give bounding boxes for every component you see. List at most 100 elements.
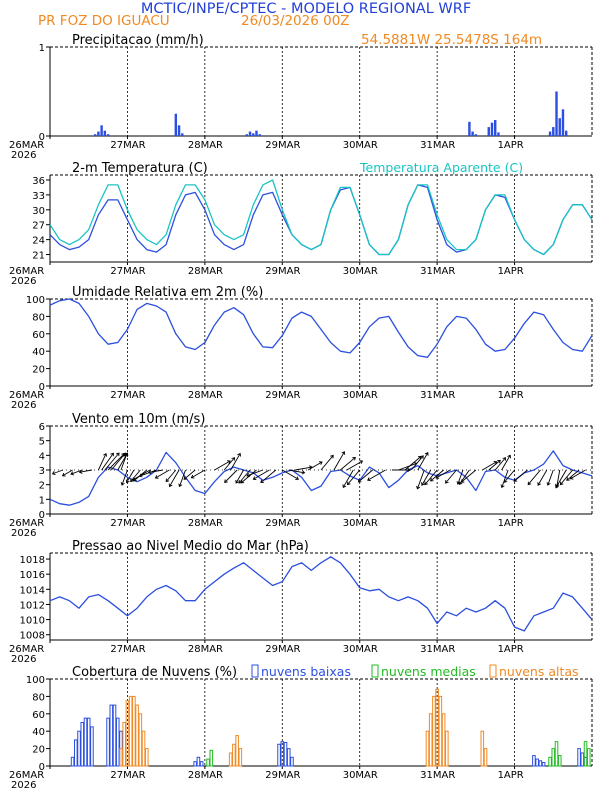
wind-barb-head xyxy=(165,478,170,483)
precip-bar xyxy=(174,113,178,136)
cloud-bar-nuvens-baixas xyxy=(74,739,78,767)
precip-bar xyxy=(100,125,103,136)
pressure-x-tick-year: 2026 xyxy=(11,654,36,665)
wind-barb xyxy=(130,469,141,482)
precip-y-tick-label: 0 xyxy=(39,132,45,143)
precip-x-tick-label: 29MAR xyxy=(265,140,300,151)
wind-barb xyxy=(333,451,345,471)
wind-barb-head xyxy=(138,473,143,478)
wind-x-tick-label: 26MAR xyxy=(9,518,44,529)
cloud-bar-nuvens-baixas xyxy=(86,717,91,767)
clouds-x-tick-year: 2026 xyxy=(11,780,36,791)
rh-y-tick-label: 20 xyxy=(32,365,45,376)
clouds-x-tick-label: 26MAR xyxy=(9,770,44,781)
cloud-legend-nuvens-medias: nuvens medias xyxy=(371,664,476,679)
cloud-bar-nuvens-altas xyxy=(232,743,236,767)
cloud-bar-nuvens-baixas xyxy=(535,758,539,767)
pressure-y-tick-label: 1018 xyxy=(20,555,45,566)
cloud-bar-nuvens-altas xyxy=(119,748,123,767)
location-label: PR FOZ DO IGUACU xyxy=(38,13,170,29)
precip-y-tick-label: 1 xyxy=(39,43,45,54)
wind-barb-head xyxy=(301,470,306,475)
wind-barb xyxy=(214,460,231,471)
wind-barb-head xyxy=(421,482,425,486)
cloud-bar-nuvens-baixas xyxy=(77,730,81,767)
precip-bar xyxy=(558,118,561,136)
wind-barb-head xyxy=(359,460,364,464)
temp-y-tick-label: 33 xyxy=(32,191,45,202)
wind-barb-head xyxy=(342,484,347,488)
wind-barb xyxy=(110,452,126,471)
cloud-bar-nuvens-baixas xyxy=(290,756,294,767)
wind-barb xyxy=(235,469,244,484)
wind-title: Vento em 10m (m/s) xyxy=(72,412,205,427)
wind-y-tick-label: 5 xyxy=(39,437,45,448)
wind-barb-head xyxy=(367,477,371,482)
wind-barb-head xyxy=(318,461,323,465)
precip-bar xyxy=(181,133,184,136)
pressure-y-tick-label: 1008 xyxy=(20,631,45,642)
run-date: 26/03/2026 00Z xyxy=(241,13,350,29)
wind-barb xyxy=(457,469,464,485)
cloud-bar-nuvens-altas xyxy=(480,730,485,767)
clouds-y-tick-label: 0 xyxy=(39,762,45,773)
wind-x-tick-label: 27MAR xyxy=(110,518,145,529)
cloud-bar-nuvens-medias xyxy=(554,741,559,767)
wind-barb-head xyxy=(537,482,541,486)
wind-barb-head xyxy=(154,475,159,479)
rh-y-tick-label: 100 xyxy=(26,295,45,306)
wind-barb-head xyxy=(430,477,434,482)
wind-barb-head xyxy=(246,473,250,478)
pressure-x-tick-label: 31MAR xyxy=(420,644,455,655)
wind-barb xyxy=(547,469,554,486)
temp-x-tick-label: 29MAR xyxy=(265,266,300,277)
wind-barb xyxy=(183,469,196,480)
wind-barb xyxy=(288,469,305,474)
legend-label: nuvens altas xyxy=(499,664,579,679)
precip-bar xyxy=(252,133,255,136)
wind-barb-head xyxy=(130,478,134,483)
header: MCTIC/INPE/CPTEC - MODELO REGIONAL WRF P… xyxy=(38,1,542,48)
wind-barb xyxy=(230,453,241,471)
rh-x-tick-label: 26MAR xyxy=(9,390,44,401)
temp-y-tick-label: 27 xyxy=(32,221,45,232)
wind-barb-head xyxy=(252,476,257,481)
pressure-x-tick-label: 28MAR xyxy=(188,644,223,655)
cloud-bar-nuvens-baixas xyxy=(109,704,114,767)
precip-bar xyxy=(97,131,100,136)
wind-barb xyxy=(169,469,180,487)
cloud-bar-nuvens-baixas xyxy=(541,762,546,767)
wind-barb xyxy=(488,460,501,471)
rh-y-tick-label: 60 xyxy=(32,330,45,341)
wind-y-tick-label: 3 xyxy=(39,466,45,477)
cloud-bar-nuvens-altas xyxy=(132,695,136,767)
temp-x-tick-label: 28MAR xyxy=(188,266,223,277)
wind-barb-head xyxy=(70,471,75,476)
precip-bar xyxy=(548,131,552,136)
temp-y-tick-label: 30 xyxy=(32,206,45,217)
wind-barb xyxy=(165,469,177,482)
clouds-x-tick-label: 31MAR xyxy=(420,770,455,781)
wind-barb xyxy=(179,469,186,487)
wind-barb xyxy=(155,469,170,479)
cloud-bar-nuvens-baixas xyxy=(532,755,536,767)
pressure-x-tick-label: 29MAR xyxy=(265,644,300,655)
wind-barb-head xyxy=(147,470,152,475)
cloud-bar-nuvens-baixas xyxy=(580,752,585,767)
wind-barb-head xyxy=(500,484,505,489)
wind-barb xyxy=(398,462,417,471)
wind-y-tick-label: 6 xyxy=(39,422,45,433)
cloud-bar-nuvens-baixas xyxy=(577,748,581,767)
precip-bar xyxy=(468,121,471,136)
wind-barb-head xyxy=(190,474,195,479)
wind-barb-head xyxy=(527,481,532,486)
wind-barb xyxy=(224,469,238,483)
wind-barb xyxy=(537,469,548,486)
wind-barb xyxy=(482,461,497,471)
precip-bar xyxy=(245,134,249,136)
wind-barb xyxy=(295,466,313,471)
wind-barb xyxy=(503,469,515,483)
precip-bar xyxy=(494,119,497,136)
cloud-bar-nuvens-altas xyxy=(238,748,243,767)
